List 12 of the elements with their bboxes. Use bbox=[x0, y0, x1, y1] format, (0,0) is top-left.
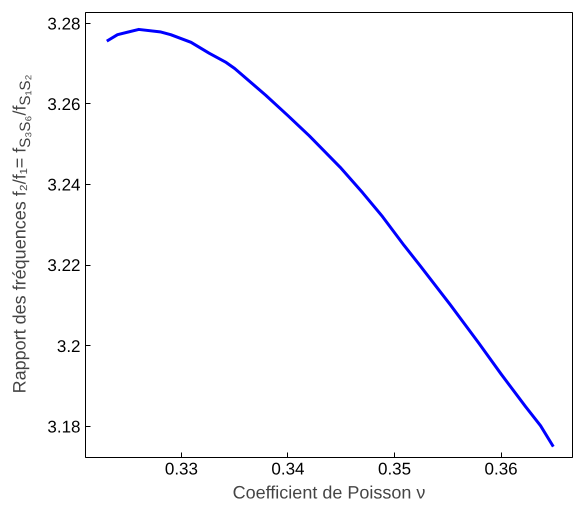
x-tick-label: 0.36 bbox=[484, 460, 518, 478]
x-axis-title: Coefficient de Poisson ν bbox=[232, 482, 426, 502]
line-series bbox=[105, 28, 555, 448]
y-tick-label: 3.22 bbox=[47, 256, 81, 276]
y-tick-label: 3.2 bbox=[56, 336, 81, 356]
y-tick-label: 3.28 bbox=[47, 14, 81, 34]
x-tick-label: 0.34 bbox=[271, 460, 305, 478]
y-tick-label: 3.26 bbox=[47, 95, 81, 114]
y-tick-label: 3.18 bbox=[47, 417, 81, 436]
x-tick-label: 0.35 bbox=[378, 460, 412, 478]
x-tick-label: 0.33 bbox=[164, 460, 198, 478]
y-tick-label: 3.24 bbox=[47, 176, 81, 195]
